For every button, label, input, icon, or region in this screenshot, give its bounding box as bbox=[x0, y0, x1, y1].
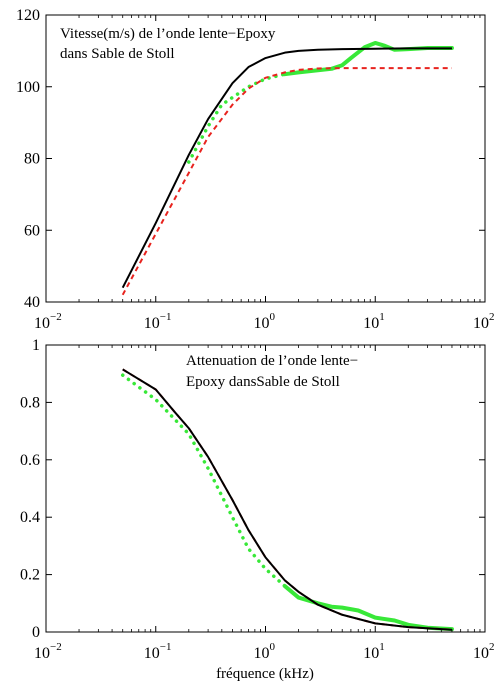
velocity-panel: 10−2 10−1 100 101 102 40 60 80 100 120 Vitesse(m/… bbox=[16, 7, 495, 332]
attenuation-annotation-line-1: Attenuation de l’onde lente− bbox=[186, 353, 358, 369]
y-tick-label: 80 bbox=[24, 151, 40, 168]
y-tick-label: 0.8 bbox=[20, 394, 40, 411]
velocity-tick-layer: 10−2 10−1 100 101 102 40 60 80 100 120 bbox=[16, 7, 495, 332]
attenuation-panel: 10−2 10−1 100 101 102 0 0.2 0.4 0.6 0.8 1 Attenuat… bbox=[20, 337, 495, 682]
y-tick-label: 60 bbox=[24, 222, 40, 239]
x-tick-label: 10−2 bbox=[34, 641, 62, 662]
x-tick-label: 100 bbox=[254, 311, 276, 332]
series-line-green-dotted bbox=[120, 373, 287, 588]
x-tick-label: 102 bbox=[473, 311, 495, 332]
velocity-annotation-line-2: dans Sable de Stoll bbox=[60, 46, 175, 62]
x-tick-label: 10−1 bbox=[144, 311, 172, 332]
series-line-red-dashed bbox=[121, 67, 452, 296]
y-tick-label: 0.2 bbox=[20, 567, 40, 584]
x-tick-label: 10−1 bbox=[144, 641, 172, 662]
x-tick-label: 102 bbox=[473, 641, 495, 662]
series-line-green-dotted bbox=[187, 72, 287, 164]
x-tick-label: 101 bbox=[363, 311, 385, 332]
attenuation-tick-layer: 10−2 10−1 100 101 102 0 0.2 0.4 0.6 0.8 1 bbox=[20, 337, 495, 662]
series-line-black bbox=[121, 47, 452, 289]
attenuation-annotation-line-2: Epoxy dansSable de Stoll bbox=[186, 374, 340, 390]
x-axis-label: fréquence (kHz) bbox=[216, 666, 314, 682]
x-tick-label: 101 bbox=[363, 641, 385, 662]
attenuation-series-layer bbox=[120, 368, 454, 632]
y-tick-label: 100 bbox=[16, 79, 40, 96]
series-line-black bbox=[122, 368, 453, 631]
x-tick-label: 100 bbox=[254, 641, 276, 662]
series-line-green bbox=[282, 584, 454, 632]
y-tick-label: 1 bbox=[32, 337, 40, 354]
velocity-annotation-line-1: Vitesse(m/s) de l’onde lente−Epoxy bbox=[60, 26, 276, 42]
y-tick-label: 40 bbox=[24, 294, 40, 311]
y-tick-label: 0.6 bbox=[20, 452, 40, 469]
y-tick-label: 0.4 bbox=[20, 509, 40, 526]
x-tick-label: 10−2 bbox=[34, 311, 62, 332]
y-tick-label: 120 bbox=[16, 7, 40, 24]
velocity-series-layer bbox=[121, 40, 454, 296]
y-tick-label: 0 bbox=[32, 624, 40, 641]
